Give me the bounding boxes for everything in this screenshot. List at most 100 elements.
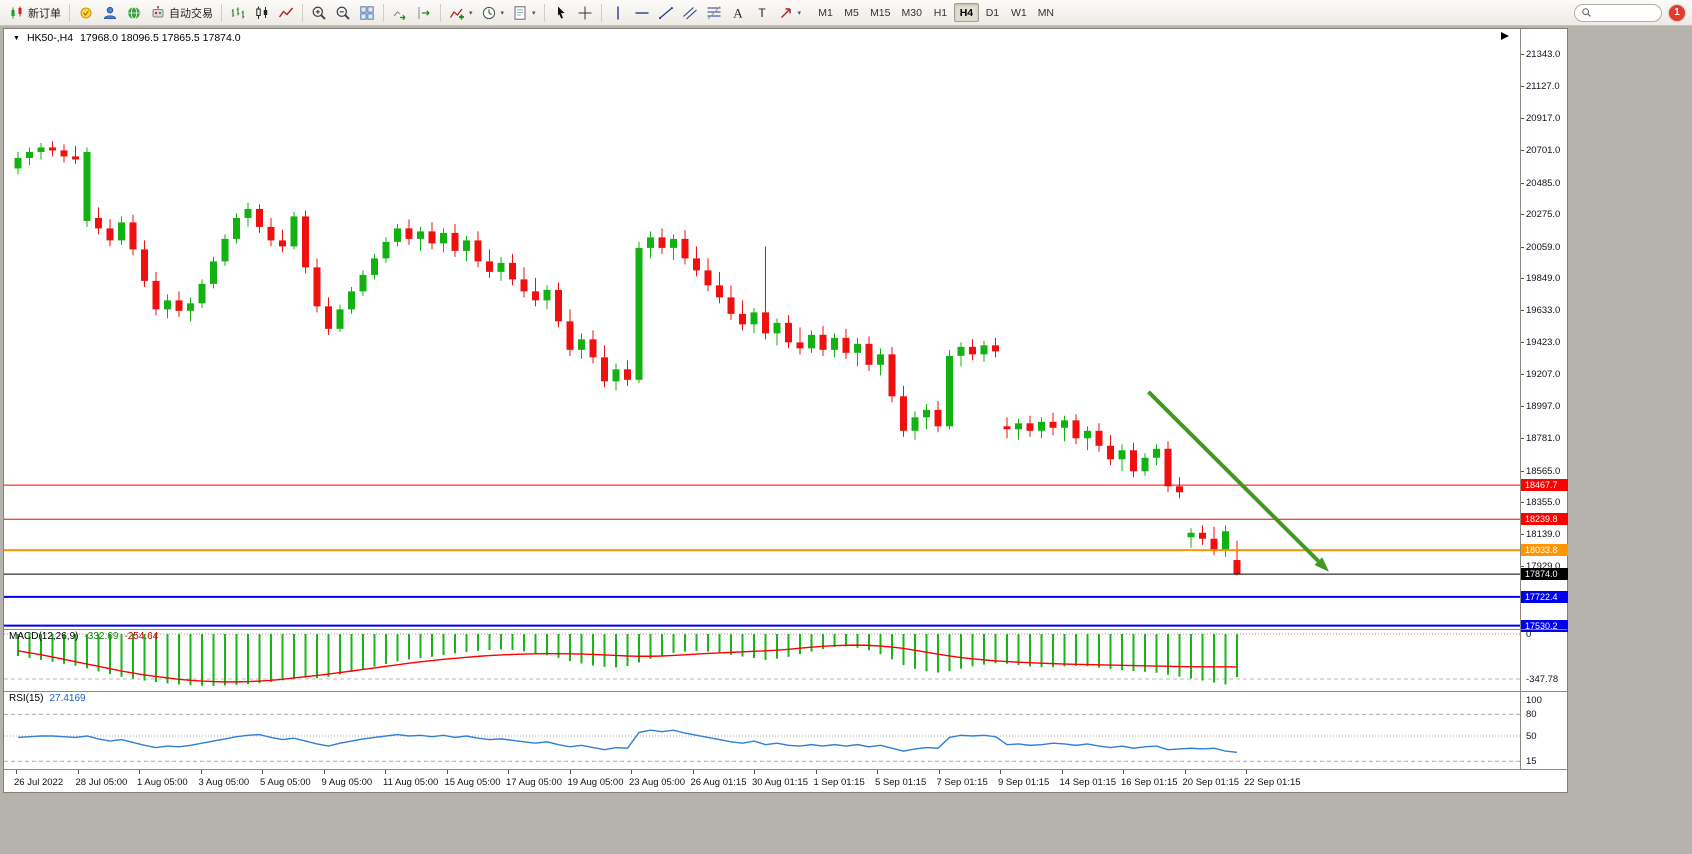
candle-body: [1141, 457, 1149, 472]
candle-body: [1107, 445, 1114, 460]
community-button[interactable]: [122, 2, 146, 23]
candle-body: [175, 300, 183, 311]
timeframe-mn-button[interactable]: MN: [1033, 3, 1059, 22]
time-tick-label: 5 Aug 05:00: [260, 777, 311, 788]
candle-body: [279, 240, 286, 247]
line-chart-mode-button[interactable]: [274, 2, 298, 23]
price-tick-label: 19633.0: [1526, 305, 1561, 317]
bar-chart-mode-button[interactable]: [226, 2, 250, 23]
search-box[interactable]: [1574, 3, 1662, 22]
bar-chart-mode-icon: [230, 5, 246, 21]
scroll-to-end-icon[interactable]: [1501, 32, 1509, 40]
chart-title: ▼ HK50-,H4 17968.0 18096.5 17865.5 17874…: [10, 32, 244, 44]
macd-label: MACD(12,26,9) -332.69 -254.64: [9, 631, 158, 642]
time-tick-label: 14 Sep 01:15: [1059, 777, 1117, 788]
time-tick-label: 7 Sep 01:15: [936, 777, 988, 788]
price-tick-mark: [1521, 182, 1524, 184]
arrows-button[interactable]: ▾: [774, 2, 806, 23]
price-tick-label: 20485.0: [1526, 177, 1561, 189]
candle-body: [773, 322, 781, 334]
new-order-button[interactable]: 新订单: [5, 2, 65, 23]
vertical-line-button[interactable]: [606, 2, 630, 23]
candle-body: [336, 309, 344, 329]
zoom-out-icon: [335, 5, 351, 21]
candle-body: [808, 334, 815, 349]
indicators-list-button[interactable]: ▾: [445, 2, 477, 23]
candle-chart-mode-icon: [254, 5, 270, 21]
time-tick-label: 9 Sep 01:15: [998, 777, 1050, 788]
candle-body: [969, 346, 976, 355]
timeframe-h1-button[interactable]: H1: [928, 3, 953, 22]
dropdown-caret-icon: ▾: [532, 9, 536, 17]
candle-body: [210, 261, 217, 284]
horizontal-line-button[interactable]: [630, 2, 654, 23]
panel-divider[interactable]: [4, 691, 1567, 692]
time-tick-label: 1 Aug 05:00: [137, 777, 188, 788]
price-axis[interactable]: 21343.0 21127.0 20917.0 20701.0 20485.0 20275…: [1520, 29, 1568, 769]
zoom-in-icon: [311, 5, 327, 21]
time-axis[interactable]: 26 Jul 2022 28 Jul 05:00 1 Aug 05:00 3 Aug …: [4, 769, 1567, 792]
price-tick-mark: [1521, 405, 1524, 407]
text-button[interactable]: A: [726, 2, 750, 23]
trendline-button[interactable]: [654, 2, 678, 23]
price-tick-label: 20917.0: [1526, 112, 1561, 124]
time-tick-mark: [508, 770, 509, 774]
timeframe-d1-button[interactable]: D1: [980, 3, 1005, 22]
zoom-out-button[interactable]: [331, 2, 355, 23]
rsi-indicator-canvas[interactable]: [4, 691, 1520, 769]
periods-button[interactable]: ▾: [477, 2, 509, 23]
price-tick-mark: [1521, 534, 1524, 536]
price-tick-label: 17929.0: [1526, 560, 1561, 572]
tile-windows-icon: [359, 5, 375, 21]
periods-icon: [481, 5, 497, 21]
trend-arrow[interactable]: [1147, 390, 1320, 563]
candle-body: [647, 237, 654, 248]
metaeditor-button[interactable]: [74, 2, 98, 23]
panel-divider[interactable]: [4, 629, 1567, 630]
timeframe-w1-button[interactable]: W1: [1006, 3, 1032, 22]
timeframe-m30-button[interactable]: M30: [897, 3, 927, 22]
candle-body: [750, 312, 758, 325]
notification-badge[interactable]: 1: [1669, 4, 1685, 21]
candle-body: [842, 337, 850, 353]
timeframe-m15-button[interactable]: M15: [865, 3, 895, 22]
chart-shift-button[interactable]: [412, 2, 436, 23]
candle-body: [49, 147, 56, 151]
candle-body: [1061, 420, 1068, 428]
price-tick-mark: [1521, 117, 1524, 119]
equidistant-channel-button[interactable]: [678, 2, 702, 23]
market-watch-button[interactable]: [98, 2, 122, 23]
toolbar-separator: [440, 3, 441, 22]
time-tick-mark: [815, 770, 817, 774]
timeframe-m5-button[interactable]: M5: [839, 3, 864, 22]
search-input[interactable]: [1596, 7, 1654, 18]
auto-trading-button[interactable]: 自动交易: [146, 2, 217, 23]
toolbar-right: 1: [1574, 3, 1687, 22]
chart-window: ▼ HK50-,H4 17968.0 18096.5 17865.5 17874…: [3, 28, 1568, 793]
fibonacci-retracement-button[interactable]: [702, 2, 726, 23]
text-label-button[interactable]: T: [750, 2, 774, 23]
candle-body: [1015, 423, 1022, 430]
zoom-in-button[interactable]: [307, 2, 331, 23]
cursor-button[interactable]: [549, 2, 573, 23]
candle-body: [888, 354, 896, 397]
auto-scroll-button[interactable]: [388, 2, 412, 23]
timeframe-h4-button[interactable]: H4: [953, 3, 979, 22]
candle-body: [371, 258, 378, 275]
candle-body: [980, 345, 988, 355]
one-click-trading-icon[interactable]: ▼: [13, 34, 20, 42]
candle-body: [106, 228, 114, 241]
tile-windows-button[interactable]: [355, 2, 379, 23]
crosshair-button[interactable]: [573, 2, 597, 23]
price-chart-canvas[interactable]: [4, 29, 1520, 629]
candle-chart-mode-button[interactable]: [250, 2, 274, 23]
candle-body: [187, 303, 194, 311]
timeframe-m1-button[interactable]: M1: [813, 3, 838, 22]
templates-button[interactable]: ▾: [508, 2, 540, 23]
candle-body: [26, 151, 33, 158]
macd-indicator-canvas[interactable]: [4, 629, 1520, 691]
candle-body: [428, 231, 436, 244]
candle-body: [141, 249, 148, 281]
candle-body: [911, 417, 919, 431]
